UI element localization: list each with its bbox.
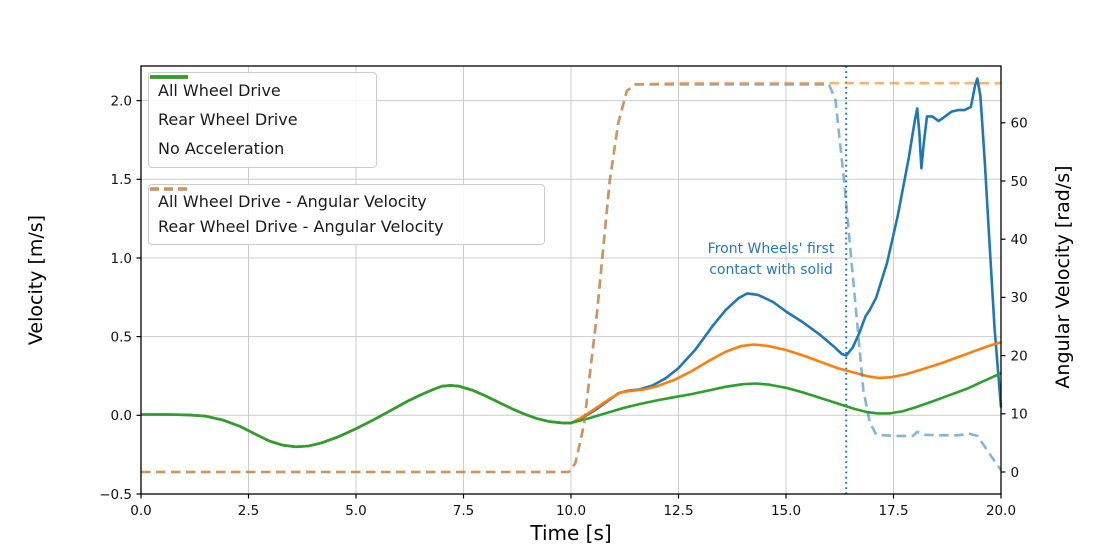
annotation-line: Front Wheels' first [707,241,835,257]
x-tick-label: 7.5 [453,503,474,519]
legend-entry-all-wheel-drive: All Wheel Drive [150,75,368,101]
y-right-tick-label: 40 [1011,232,1028,248]
y-axis-right-ticks: 0 10 20 30 40 50 60 [1001,116,1028,481]
y-left-tick-label: 1.0 [111,251,132,267]
y-right-tick-label: 20 [1011,348,1028,364]
legend-entry-rear-wheel-drive: Rear Wheel Drive [150,75,368,129]
legend-entry-rear-wheel-drive-angular-velocity: Rear Wheel Drive - Angular Velocity [150,187,536,237]
y-right-tick-label: 0 [1011,465,1020,481]
x-tick-label: 5.0 [345,503,366,519]
y-axis-label-right: Angular Velocity [rad/s] [1052,165,1074,389]
series-no-acceleration [141,372,1002,449]
y-right-tick-label: 60 [1011,116,1028,132]
legend-entry-no-acceleration: No Acceleration [150,75,368,158]
y-left-tick-label: 0.0 [111,408,132,424]
y-left-tick-label: −0.5 [99,487,132,503]
y-left-tick-label: 2.0 [111,93,132,109]
x-tick-label: 0.0 [130,503,151,519]
legend-label: All Wheel Drive [158,81,281,101]
legend-label: No Acceleration [158,138,285,158]
x-tick-label: 20.0 [986,503,1016,519]
y-left-tick-label: 1.5 [111,172,132,188]
annotation-front-wheels: Front Wheels' first contact with solid [641,239,901,281]
legend-label: Rear Wheel Drive - Angular Velocity [158,217,444,237]
x-axis-ticks: 0.0 2.5 5.0 7.5 10.0 12.5 15.0 17.5 20.0 [130,494,1016,519]
legend-line-sample [150,187,188,191]
legend-entry-all-wheel-drive-angular-velocity: All Wheel Drive - Angular Velocity [150,187,536,211]
legend-label: All Wheel Drive - Angular Velocity [158,191,427,211]
y-right-tick-label: 30 [1011,290,1028,306]
annotation-line: contact with solid [709,262,833,278]
series-rear-wheel-drive-angular-velocity [141,81,1001,474]
legend-velocity: All Wheel Drive Rear Wheel Drive No Accele… [148,72,377,168]
legend-label: Rear Wheel Drive [158,109,298,129]
x-tick-label: 15.0 [771,503,801,519]
x-tick-label: 10.0 [556,503,586,519]
x-axis-label: Time [s] [530,521,612,545]
legend-line-sample [150,75,188,79]
y-left-tick-label: 0.5 [111,329,132,345]
y-right-tick-label: 10 [1011,407,1028,423]
y-axis-left-ticks: −0.5 0.0 0.5 1.0 1.5 2.0 [99,93,141,503]
y-axis-label-left: Velocity [m/s] [25,214,47,346]
legend-angular-velocity: All Wheel Drive - Angular Velocity Rear W… [148,184,545,245]
x-tick-label: 17.5 [878,503,908,519]
x-tick-label: 12.5 [663,503,693,519]
x-tick-label: 2.5 [238,503,259,519]
y-right-tick-label: 50 [1011,174,1028,190]
